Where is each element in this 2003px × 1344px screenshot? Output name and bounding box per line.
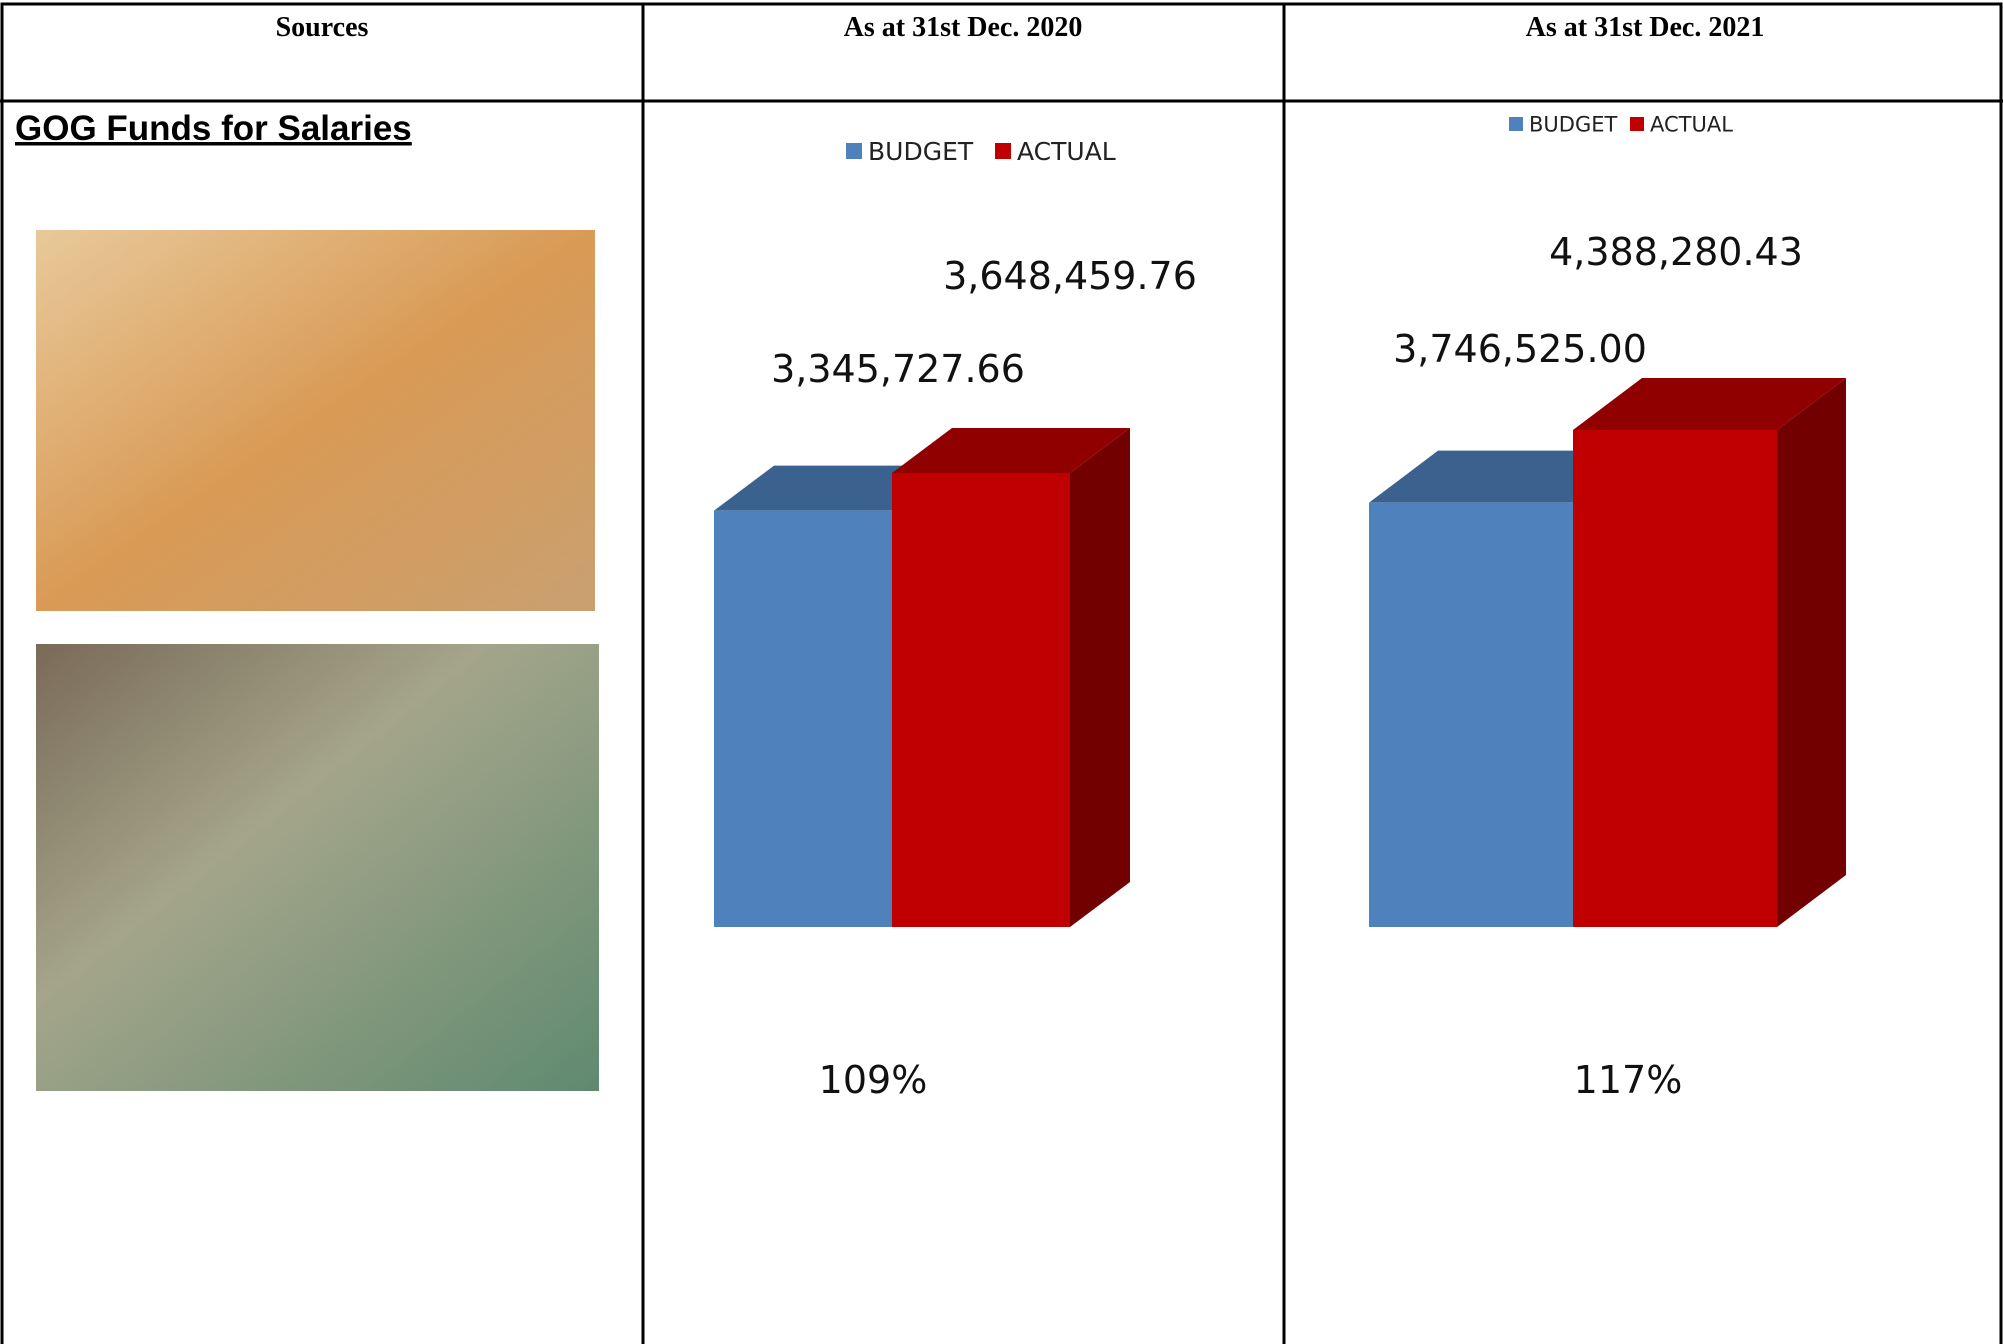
header: As at 31st Dec. 2021 [1526, 12, 1765, 43]
banknote-image [36, 230, 595, 611]
page: Sources As at 31st Dec. 2020 As at 31st … [0, 0, 2003, 1344]
bar-front [1573, 430, 1777, 927]
row-label: GOG Funds for Salaries [15, 109, 412, 148]
legend-marker [1630, 117, 1644, 131]
annotation: 117% [1574, 1058, 1683, 1102]
legend-label: BUDGET [868, 137, 974, 166]
bar-front [714, 511, 892, 927]
data-label: 3,648,459.76 [943, 254, 1197, 298]
header: As at 31st Dec. 2020 [844, 12, 1083, 43]
bar [1573, 378, 1846, 927]
legend-marker [995, 143, 1011, 159]
bar-side [1070, 428, 1130, 927]
document: Sources As at 31st Dec. 2020 As at 31st … [0, 0, 2003, 1344]
banknotes-photo [36, 644, 599, 1091]
header: Sources [276, 12, 369, 43]
legend-marker [1509, 117, 1523, 131]
bar-front [892, 473, 1070, 927]
legend-label: BUDGET [1529, 113, 1617, 137]
data-label: 4,388,280.43 [1549, 230, 1803, 274]
bar-side [1777, 378, 1846, 927]
data-label: 3,345,727.66 [771, 347, 1025, 391]
legend-marker [846, 143, 862, 159]
data-label: 3,746,525.00 [1393, 327, 1647, 371]
annotation: 109% [819, 1058, 928, 1102]
bar [892, 428, 1130, 927]
legend-label: ACTUAL [1017, 137, 1116, 166]
bar-front [1369, 503, 1573, 927]
legend-label: ACTUAL [1650, 113, 1733, 137]
